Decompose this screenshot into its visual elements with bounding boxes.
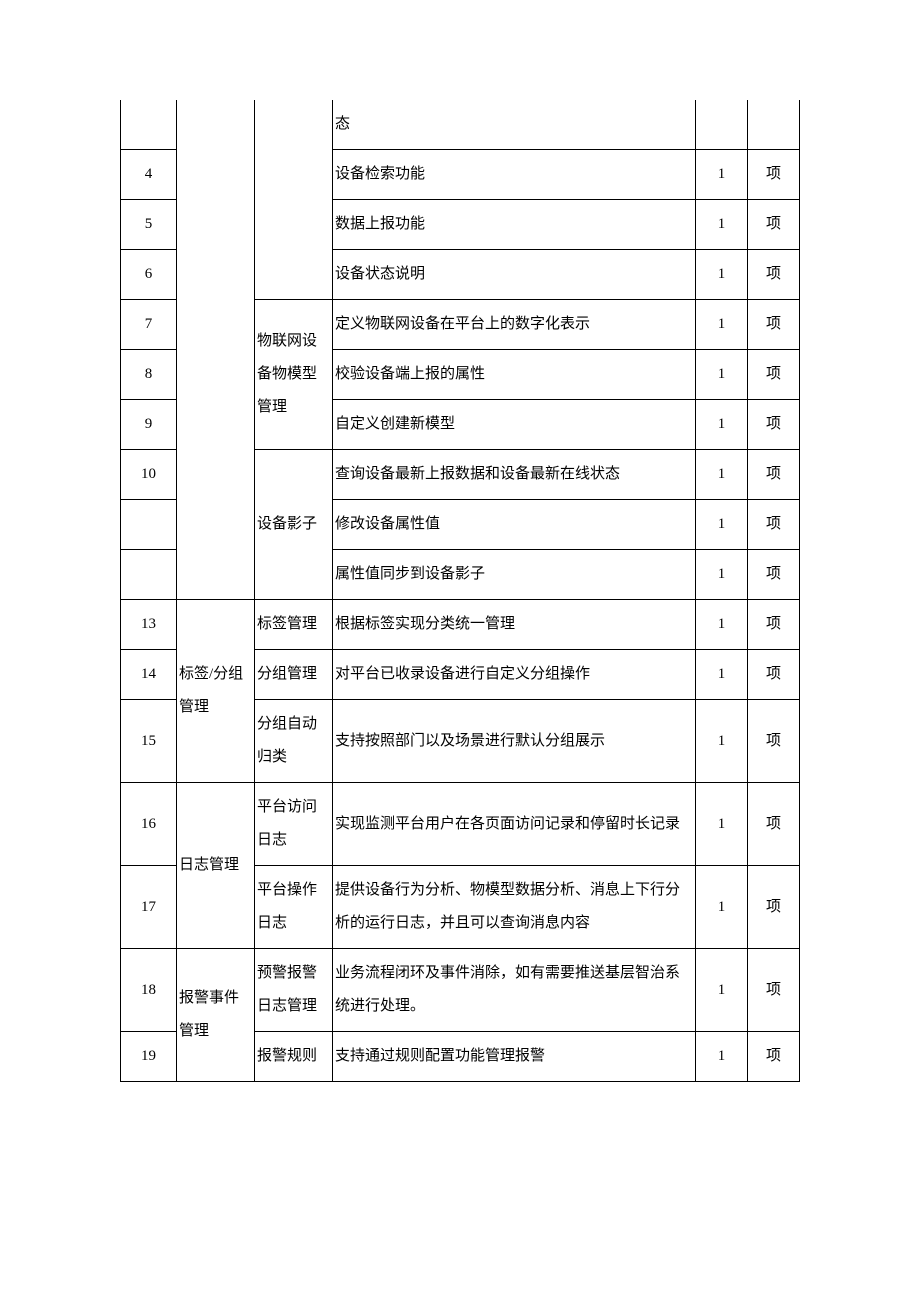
table-row: 16 日志管理 平台访问日志 实现监测平台用户在各页面访问记录和停留时长记录 1… (121, 783, 800, 866)
cell-category-log-mgmt: 日志管理 (177, 783, 255, 949)
cell-idx: 8 (121, 350, 177, 400)
cell-desc: 查询设备最新上报数据和设备最新在线状态 (333, 450, 696, 500)
cell-qty (696, 100, 748, 150)
cell-idx: 9 (121, 400, 177, 450)
cell-desc: 态 (333, 100, 696, 150)
cell-desc: 对平台已收录设备进行自定义分组操作 (333, 650, 696, 700)
cell-idx: 4 (121, 150, 177, 200)
cell-desc: 实现监测平台用户在各页面访问记录和停留时长记录 (333, 783, 696, 866)
cell-idx: 6 (121, 250, 177, 300)
cell-unit: 项 (748, 700, 800, 783)
cell-subcat-group-mgmt: 分组管理 (255, 650, 333, 700)
cell-idx: 14 (121, 650, 177, 700)
cell-subcat-blank (255, 100, 333, 300)
cell-idx: 16 (121, 783, 177, 866)
cell-unit: 项 (748, 450, 800, 500)
cell-qty: 1 (696, 600, 748, 650)
cell-idx: 19 (121, 1032, 177, 1082)
cell-subcat-tag-mgmt: 标签管理 (255, 600, 333, 650)
cell-unit: 项 (748, 500, 800, 550)
cell-idx: 10 (121, 450, 177, 500)
cell-desc: 设备检索功能 (333, 150, 696, 200)
cell-unit: 项 (748, 550, 800, 600)
table-row: 13 标签/分组管理 标签管理 根据标签实现分类统一管理 1 项 (121, 600, 800, 650)
cell-desc: 数据上报功能 (333, 200, 696, 250)
cell-desc: 支持通过规则配置功能管理报警 (333, 1032, 696, 1082)
cell-qty: 1 (696, 200, 748, 250)
cell-qty: 1 (696, 500, 748, 550)
cell-idx: 7 (121, 300, 177, 350)
spec-table: 态 4 设备检索功能 1 项 5 数据上报功能 1 项 6 设备状态说明 1 项… (120, 100, 800, 1082)
cell-qty: 1 (696, 949, 748, 1032)
cell-subcat-group-auto: 分组自动归类 (255, 700, 333, 783)
cell-qty: 1 (696, 650, 748, 700)
cell-qty: 1 (696, 1032, 748, 1082)
cell-unit: 项 (748, 949, 800, 1032)
cell-unit: 项 (748, 250, 800, 300)
cell-category-alarm-mgmt: 报警事件管理 (177, 949, 255, 1082)
cell-idx: 13 (121, 600, 177, 650)
cell-unit: 项 (748, 783, 800, 866)
cell-qty: 1 (696, 450, 748, 500)
cell-subcat-alarm-rule: 报警规则 (255, 1032, 333, 1082)
cell-idx: 15 (121, 700, 177, 783)
table-row: 态 (121, 100, 800, 150)
cell-desc: 定义物联网设备在平台上的数字化表示 (333, 300, 696, 350)
cell-desc: 业务流程闭环及事件消除，如有需要推送基层智治系统进行处理。 (333, 949, 696, 1032)
cell-unit: 项 (748, 600, 800, 650)
cell-qty: 1 (696, 350, 748, 400)
cell-qty: 1 (696, 550, 748, 600)
cell-unit: 项 (748, 200, 800, 250)
cell-subcat-op-log: 平台操作日志 (255, 866, 333, 949)
cell-desc: 设备状态说明 (333, 250, 696, 300)
cell-qty: 1 (696, 300, 748, 350)
cell-category-blank (177, 100, 255, 600)
cell-desc: 提供设备行为分析、物模型数据分析、消息上下行分析的运行日志，并且可以查询消息内容 (333, 866, 696, 949)
cell-subcat-access-log: 平台访问日志 (255, 783, 333, 866)
cell-subcat-iot-model: 物联网设备物模型管理 (255, 300, 333, 450)
cell-unit: 项 (748, 400, 800, 450)
cell-qty: 1 (696, 700, 748, 783)
cell-subcat-device-shadow: 设备影子 (255, 450, 333, 600)
table-row: 18 报警事件管理 预警报警日志管理 业务流程闭环及事件消除，如有需要推送基层智… (121, 949, 800, 1032)
cell-desc: 自定义创建新模型 (333, 400, 696, 450)
cell-idx: 18 (121, 949, 177, 1032)
cell-unit: 项 (748, 300, 800, 350)
cell-idx (121, 100, 177, 150)
cell-unit: 项 (748, 150, 800, 200)
cell-idx: 5 (121, 200, 177, 250)
cell-category-tag-group: 标签/分组管理 (177, 600, 255, 783)
cell-qty: 1 (696, 250, 748, 300)
cell-unit (748, 100, 800, 150)
cell-qty: 1 (696, 150, 748, 200)
cell-desc: 属性值同步到设备影子 (333, 550, 696, 600)
cell-unit: 项 (748, 1032, 800, 1082)
cell-qty: 1 (696, 783, 748, 866)
cell-idx: 17 (121, 866, 177, 949)
cell-desc: 修改设备属性值 (333, 500, 696, 550)
cell-unit: 项 (748, 650, 800, 700)
cell-desc: 校验设备端上报的属性 (333, 350, 696, 400)
cell-qty: 1 (696, 866, 748, 949)
cell-qty: 1 (696, 400, 748, 450)
cell-idx (121, 500, 177, 550)
cell-unit: 项 (748, 866, 800, 949)
cell-desc: 支持按照部门以及场景进行默认分组展示 (333, 700, 696, 783)
cell-idx (121, 550, 177, 600)
cell-subcat-alarm-log: 预警报警日志管理 (255, 949, 333, 1032)
cell-unit: 项 (748, 350, 800, 400)
cell-desc: 根据标签实现分类统一管理 (333, 600, 696, 650)
